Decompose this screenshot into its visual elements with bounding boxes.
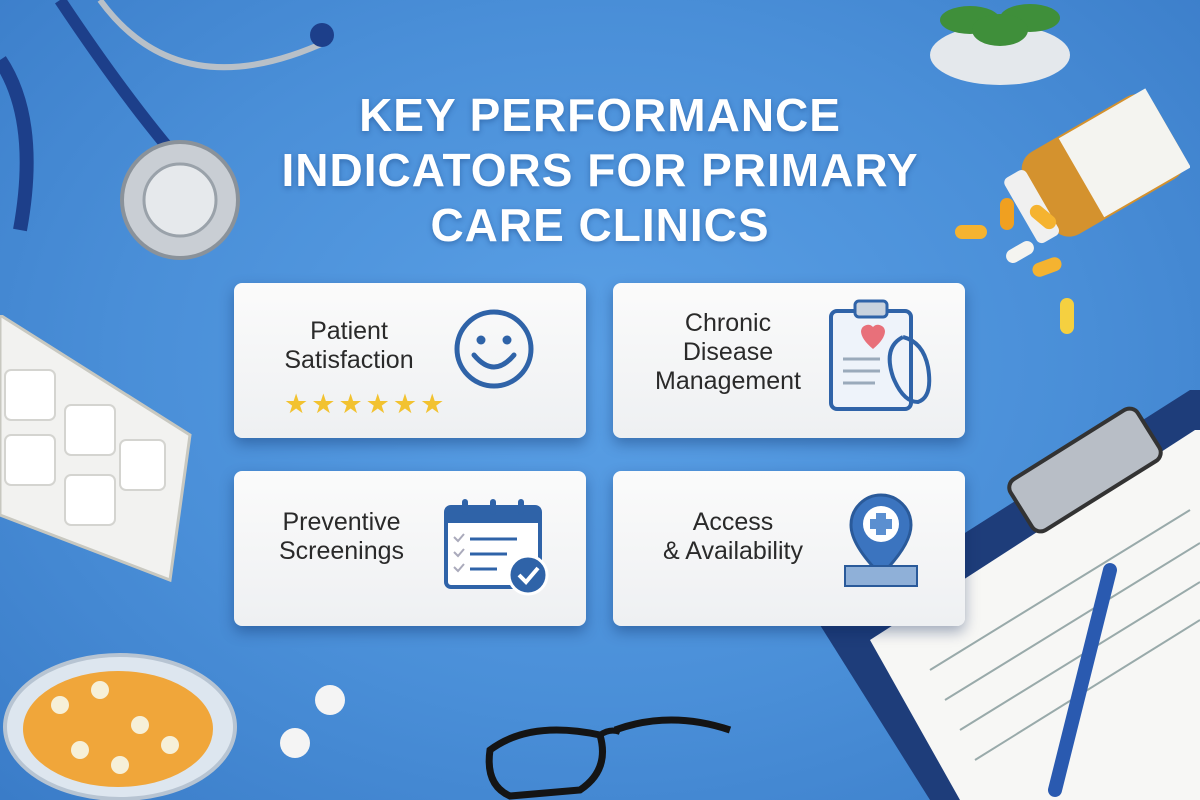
star-icon: ★ — [392, 389, 421, 419]
clipboard-heart-stethoscope-icon — [829, 299, 932, 411]
star-icon: ★ — [420, 389, 448, 419]
card-label: Patient Satisfaction — [254, 317, 444, 375]
card-label: Chronic Disease Management — [628, 309, 828, 396]
title-line: KEY PERFORMANCE — [359, 89, 841, 141]
card-label-line: & Availability — [663, 537, 803, 565]
star-icon: ★ — [338, 389, 366, 419]
card-label-line: Chronic — [684, 309, 772, 337]
page-title: KEY PERFORMANCE INDICATORS FOR PRIMARY C… — [200, 88, 1000, 253]
card-label: Preventive Screenings — [254, 508, 429, 566]
card-label: Access & Availability — [633, 508, 833, 566]
card-label-line: Disease — [682, 338, 774, 366]
pill-bottle-image — [955, 88, 1190, 334]
kpi-card-access-availability: Access & Availability — [613, 471, 965, 626]
card-label-line: Satisfaction — [284, 346, 414, 374]
glasses-image — [485, 716, 732, 800]
star-icon: ★ — [365, 389, 393, 419]
smiley-icon — [454, 309, 534, 389]
keyboard-image — [0, 315, 192, 583]
clipboard-image — [820, 390, 1200, 800]
card-label-line: Preventive — [282, 508, 401, 536]
stethoscope-image — [0, 0, 334, 260]
card-label-line: Screenings — [278, 537, 405, 565]
title-line: INDICATORS FOR PRIMARY — [281, 144, 919, 196]
plant-image — [930, 4, 1070, 85]
kpi-card-chronic-disease-management: Chronic Disease Management — [613, 283, 965, 438]
title-line: CARE CLINICS — [430, 199, 770, 251]
card-label-line: Patient — [310, 317, 388, 345]
card-label-line: Management — [655, 367, 801, 395]
kpi-card-patient-satisfaction: Patient Satisfaction ★★★★★★ — [234, 283, 586, 438]
location-pin-cross-icon — [844, 493, 918, 587]
loose-pills-image — [280, 685, 345, 758]
kpi-card-preventive-screenings: Preventive Screenings — [234, 471, 586, 626]
star-icon: ★ — [311, 389, 339, 419]
star-icon: ★ — [284, 389, 312, 419]
star-rating: ★★★★★★ — [284, 389, 447, 420]
pill-bowl-image — [3, 653, 237, 800]
card-label-line: Access — [692, 508, 774, 536]
calendar-check-icon — [444, 499, 549, 596]
